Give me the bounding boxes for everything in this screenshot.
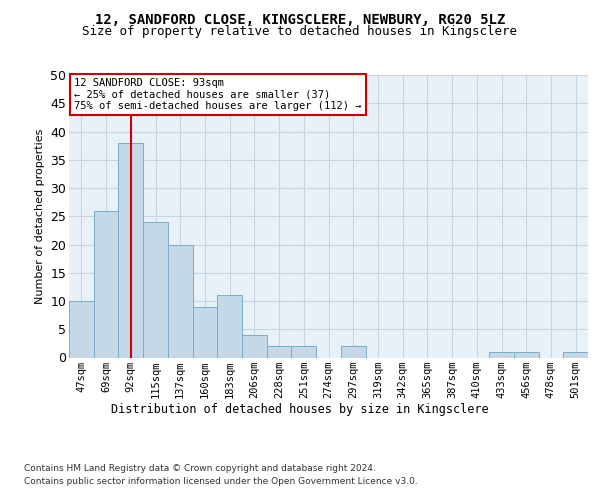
Bar <box>341 346 365 358</box>
Text: Contains HM Land Registry data © Crown copyright and database right 2024.: Contains HM Land Registry data © Crown c… <box>24 464 376 473</box>
Text: Size of property relative to detached houses in Kingsclere: Size of property relative to detached ho… <box>83 25 517 38</box>
Text: 12, SANDFORD CLOSE, KINGSCLERE, NEWBURY, RG20 5LZ: 12, SANDFORD CLOSE, KINGSCLERE, NEWBURY,… <box>95 12 505 26</box>
Bar <box>193 306 217 358</box>
Text: Distribution of detached houses by size in Kingsclere: Distribution of detached houses by size … <box>111 402 489 415</box>
Bar <box>267 346 292 358</box>
Bar <box>69 301 94 358</box>
Bar <box>94 210 118 358</box>
Bar <box>563 352 588 358</box>
Text: Contains public sector information licensed under the Open Government Licence v3: Contains public sector information licen… <box>24 478 418 486</box>
Bar <box>143 222 168 358</box>
Bar <box>489 352 514 358</box>
Bar <box>118 143 143 358</box>
Bar <box>168 244 193 358</box>
Bar <box>217 296 242 358</box>
Text: 12 SANDFORD CLOSE: 93sqm
← 25% of detached houses are smaller (37)
75% of semi-d: 12 SANDFORD CLOSE: 93sqm ← 25% of detach… <box>74 78 362 111</box>
Bar <box>242 335 267 357</box>
Y-axis label: Number of detached properties: Number of detached properties <box>35 128 44 304</box>
Bar <box>514 352 539 358</box>
Bar <box>292 346 316 358</box>
